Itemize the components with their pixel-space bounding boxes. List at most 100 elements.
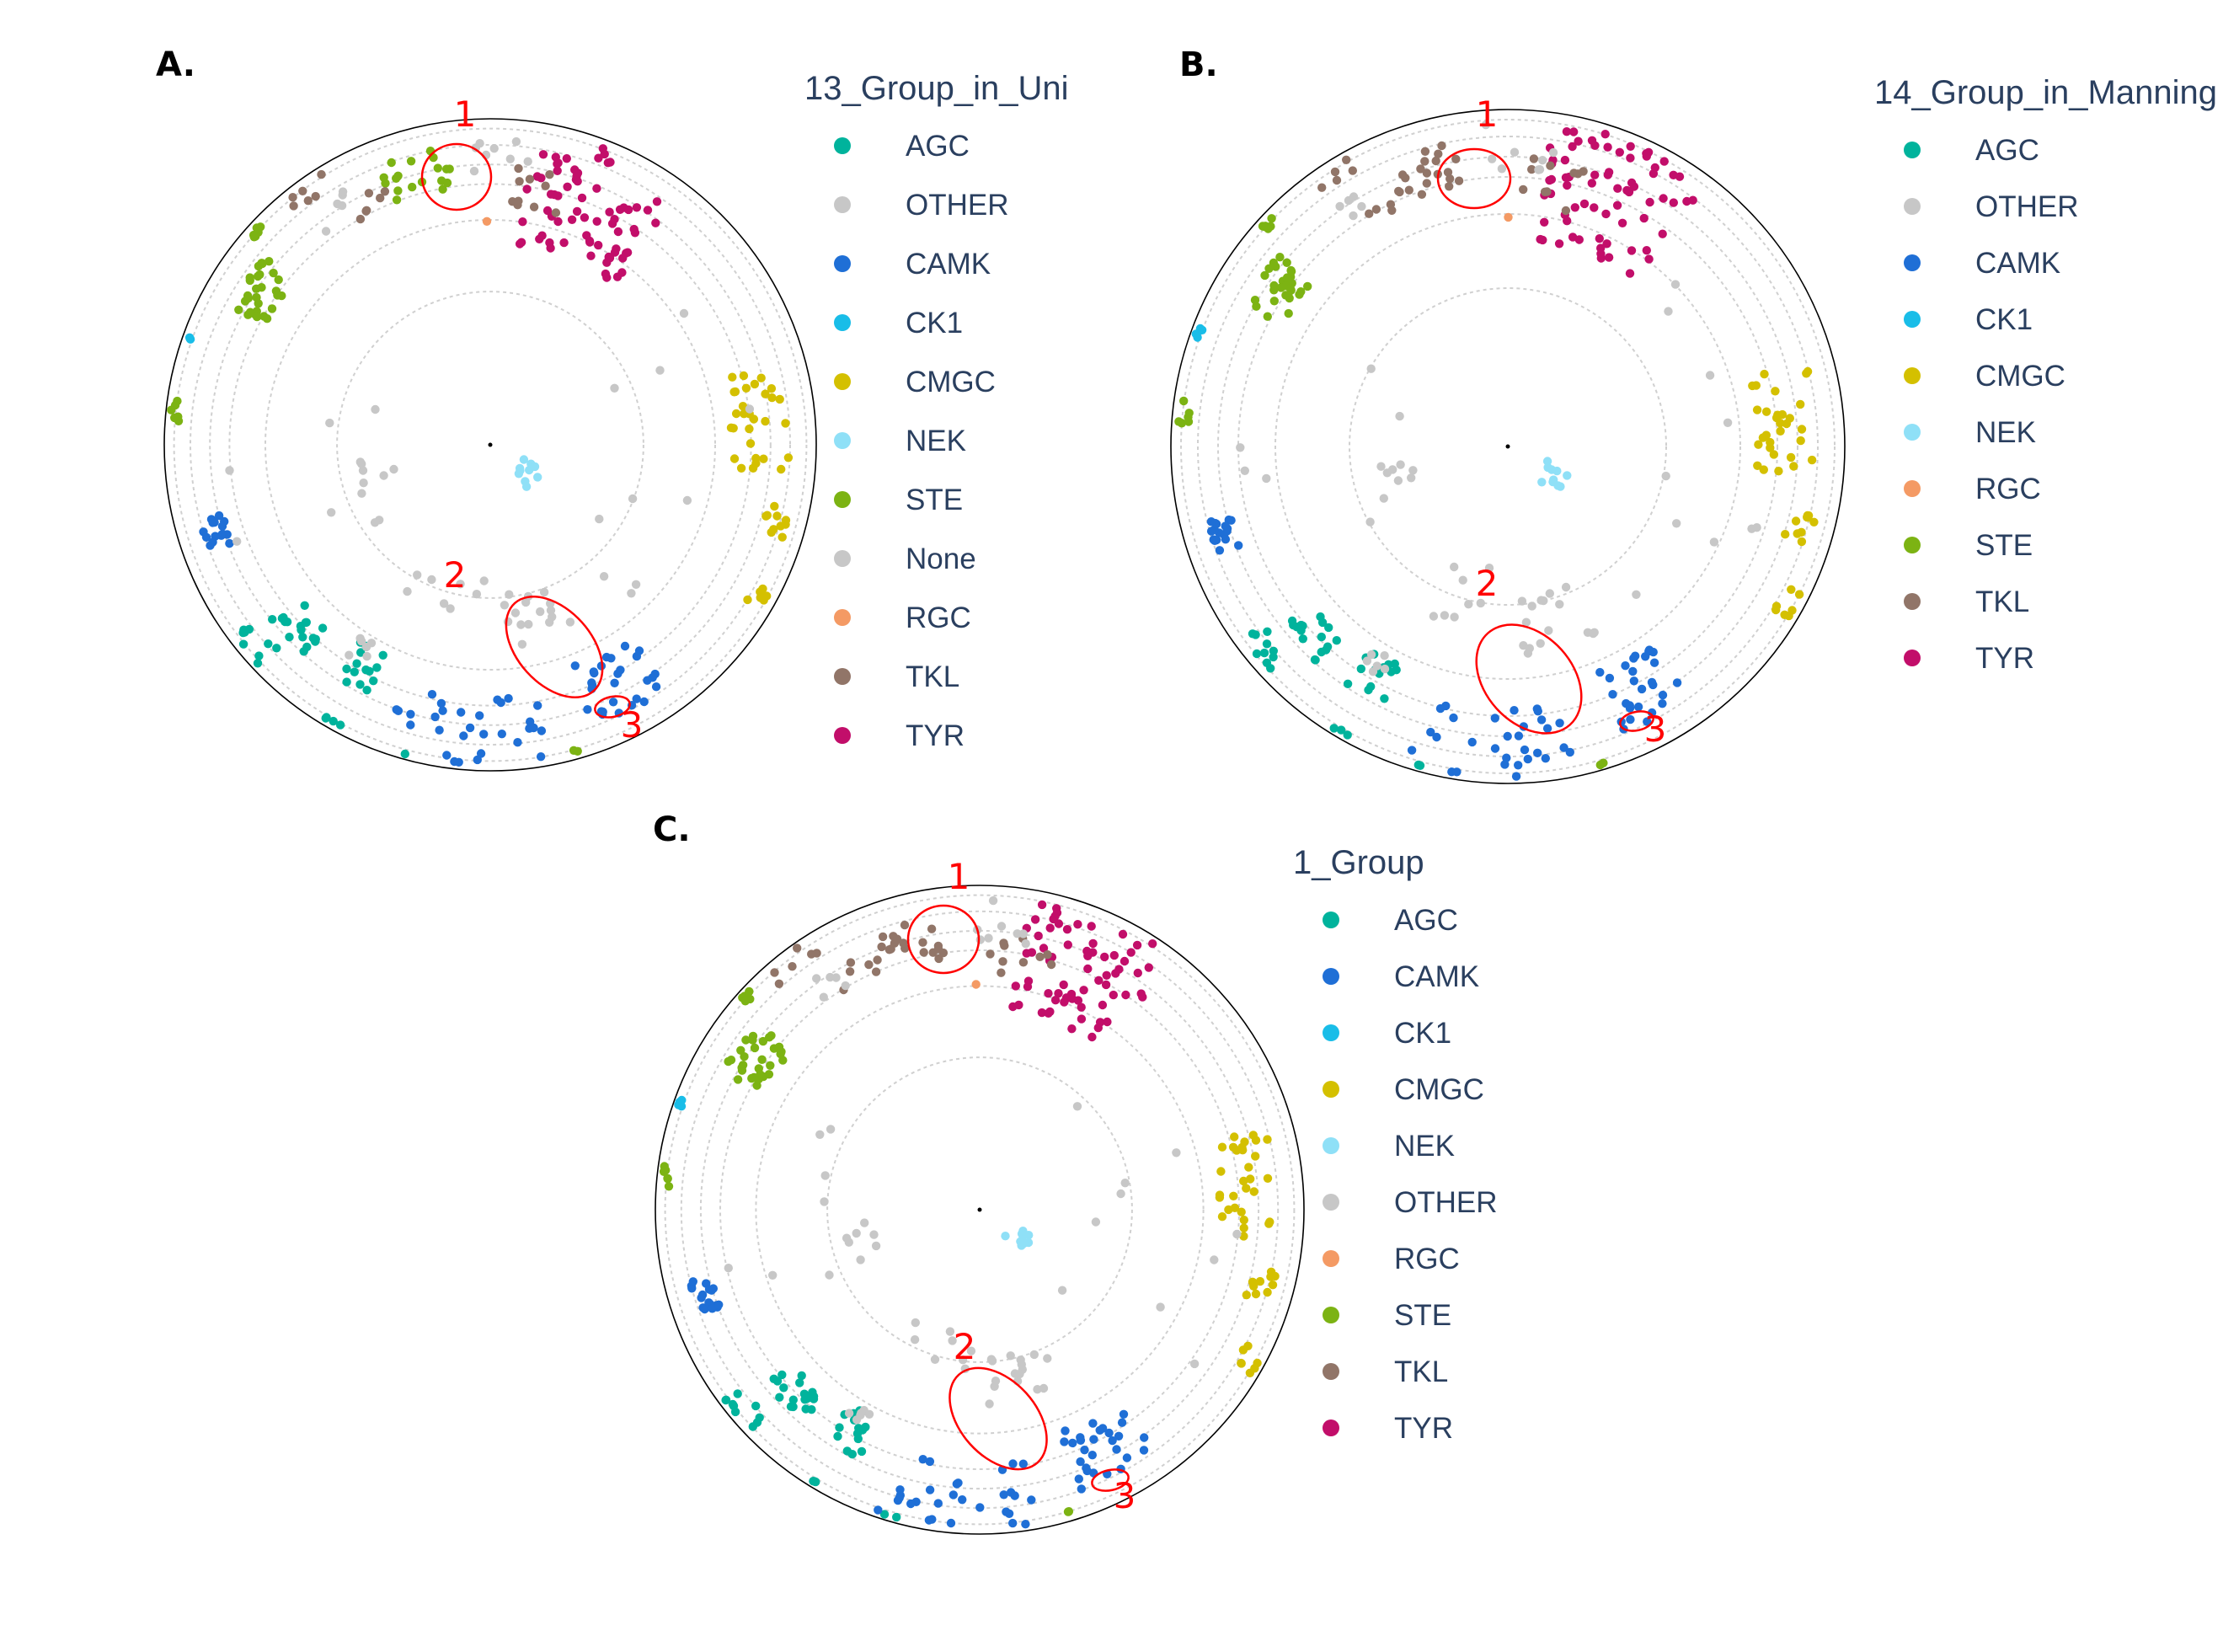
scatter-point-other (1382, 468, 1392, 478)
scatter-point-other (820, 1171, 830, 1180)
scatter-point-tyr (1023, 982, 1033, 992)
scatter-point-other (1527, 601, 1536, 611)
scatter-point-agc (299, 647, 308, 656)
scatter-point-ste (277, 291, 286, 301)
panel-letter: A. (156, 45, 195, 84)
legend-label: CMGC (1394, 1073, 1484, 1106)
scatter-point-tyr (1148, 939, 1157, 949)
scatter-point-cmgc (1229, 1191, 1238, 1201)
scatter-point-ste (750, 1043, 760, 1053)
scatter-point-tkl (846, 958, 856, 967)
scatter-point-other (232, 537, 242, 546)
scatter-point-camk (1119, 1409, 1129, 1419)
scatter-point-other (359, 478, 368, 488)
scatter-point-other (370, 518, 380, 527)
legend-label: RGC (906, 601, 971, 634)
scatter-point-camk (895, 1493, 904, 1503)
scatter-point-camk (616, 666, 625, 675)
scatter-point-other (337, 200, 347, 211)
scatter-point-camk (209, 516, 218, 526)
scatter-point-ste (1250, 296, 1260, 305)
scatter-point-other (1395, 411, 1404, 421)
scatter-point-camk (632, 694, 641, 703)
scatter-point-tyr (607, 219, 617, 228)
scatter-point-other (325, 418, 334, 428)
scatter-point-tyr (1587, 179, 1597, 188)
scatter-point-agc (892, 1512, 901, 1522)
scatter-point-camk (1542, 724, 1552, 733)
scatter-point-camk (651, 682, 661, 692)
scatter-point-camk (1449, 713, 1458, 723)
scatter-point-other (338, 187, 348, 196)
scatter-point-camk (1104, 1428, 1114, 1438)
annotation-ellipse-3 (1091, 1468, 1130, 1492)
scatter-point-tyr (1037, 1008, 1047, 1018)
scatter-point-cmgc (1263, 1135, 1272, 1144)
scatter-point-other (1408, 466, 1418, 475)
scatter-point-tyr (1642, 246, 1652, 255)
scatter-point-camk (1087, 1451, 1098, 1460)
scatter-point-camk (1649, 658, 1659, 667)
scatter-point-other (988, 896, 998, 906)
scatter-point-ste (1296, 287, 1306, 297)
scatter-point-cmgc (1270, 1271, 1280, 1281)
scatter-point-camk (1221, 535, 1231, 544)
scatter-point-cmgc (756, 373, 766, 382)
scatter-point-camk (1212, 535, 1221, 545)
scatter-point-tyr (518, 217, 527, 227)
scatter-point-tyr (605, 207, 614, 217)
scatter-point-tkl (877, 942, 886, 952)
scatter-point-cmgc (781, 419, 790, 428)
scatter-point-tyr (1060, 997, 1069, 1007)
scatter-point-agc (807, 1405, 816, 1414)
scatter-point-ste (766, 1061, 775, 1071)
scatter-point-cmgc (745, 439, 756, 448)
scatter-point-tyr (1088, 938, 1098, 949)
scatter-point-tkl (376, 193, 385, 203)
scatter-point-agc (350, 667, 359, 676)
scatter-point-other (503, 617, 513, 627)
scatter-point-other (1672, 519, 1681, 528)
scatter-point-ste (661, 1165, 671, 1175)
legend-label: STE (1975, 529, 2033, 562)
scatter-point-other (1396, 460, 1405, 469)
polar-gridline (664, 894, 1296, 1526)
scatter-point-other (820, 1197, 829, 1206)
scatter-point-tyr (1615, 147, 1625, 157)
scatter-point-tkl (317, 169, 326, 179)
scatter-point-other (856, 1255, 865, 1264)
scatter-point-tyr (592, 184, 601, 193)
scatter-point-tyr (573, 168, 583, 178)
scatter-point-camk (1605, 673, 1615, 683)
scatter-point-camk (1010, 1491, 1019, 1500)
scatter-point-tyr (643, 206, 653, 215)
scatter-point-tkl (1330, 167, 1340, 177)
scatter-point-tkl (1546, 161, 1555, 170)
legend-marker (1904, 650, 1921, 666)
legend-label: OTHER (906, 189, 1009, 222)
scatter-point-tyr (559, 238, 569, 248)
scatter-point-ste (170, 413, 179, 423)
scatter-point-tyr (1587, 136, 1597, 145)
scatter-point-tyr (1087, 1032, 1097, 1042)
scatter-point-tyr (580, 213, 590, 222)
scatter-point-camk (1076, 1435, 1086, 1446)
scatter-point-tkl (788, 962, 797, 971)
scatter-point-other (1372, 661, 1381, 671)
scatter-point-tkl (514, 196, 523, 206)
scatter-points (1174, 120, 1819, 781)
scatter-point-camk (708, 1304, 717, 1313)
scatter-point-ste (1269, 258, 1279, 268)
scatter-point-cmgc (1774, 467, 1783, 476)
scatter-point-tkl (1395, 187, 1404, 197)
scatter-point-cmgc (1245, 1368, 1255, 1378)
scatter-point-tyr (1659, 194, 1668, 203)
scatter-point-cmgc (1263, 1174, 1273, 1184)
scatter-point-cmgc (767, 527, 776, 537)
scatter-point-tkl (928, 948, 938, 957)
legend-label: STE (1394, 1299, 1451, 1332)
annotation-ellipse-3 (594, 695, 631, 719)
scatter-point-tyr (605, 254, 615, 263)
scatter-point-tyr (1077, 1014, 1087, 1024)
scatter-point-tyr (1054, 919, 1064, 928)
